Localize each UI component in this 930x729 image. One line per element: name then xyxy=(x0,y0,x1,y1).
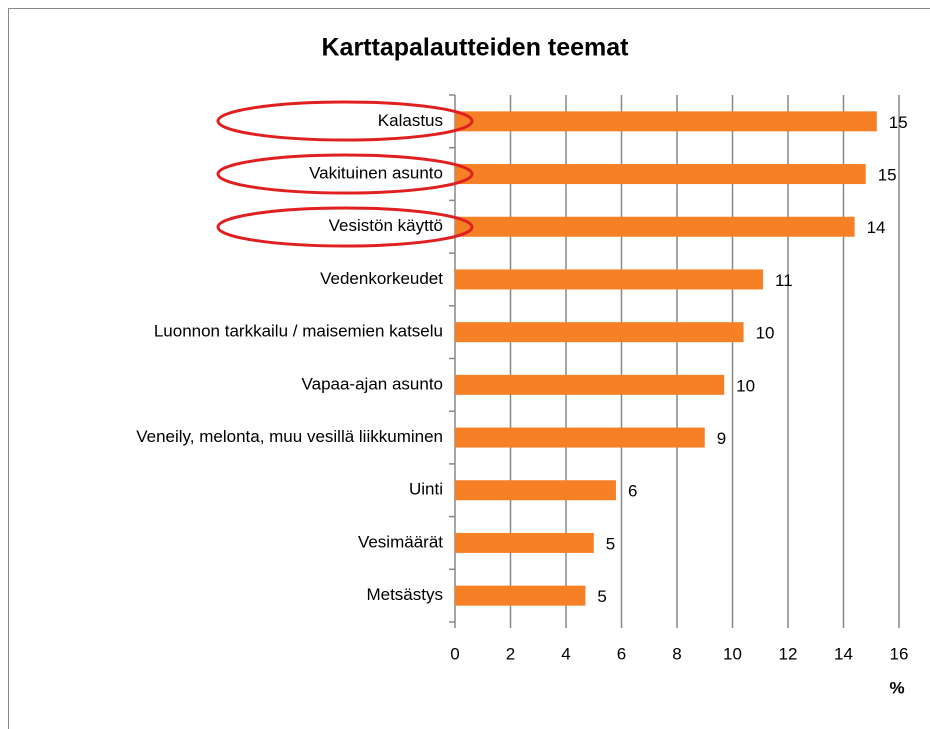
chart-title: Karttapalautteiden teemat xyxy=(321,34,629,62)
x-tick-label: 8 xyxy=(672,644,681,663)
bar xyxy=(455,427,705,448)
bar xyxy=(455,532,594,553)
y-tick-label: Vedenkorkeudet xyxy=(320,269,443,288)
y-tick-label: Metsästys xyxy=(366,585,443,604)
bar xyxy=(455,322,744,343)
bar xyxy=(455,164,866,185)
bar xyxy=(455,480,616,501)
value-label: 9 xyxy=(717,429,726,448)
x-axis-label: % xyxy=(889,678,904,697)
value-label: 15 xyxy=(878,166,897,185)
x-tick-label: 16 xyxy=(890,644,909,663)
value-label: 11 xyxy=(775,271,793,290)
value-label: 6 xyxy=(628,482,637,501)
y-tick-label: Veneily, melonta, muu vesillä liikkumine… xyxy=(136,427,443,446)
x-tick-label: 0 xyxy=(450,644,459,663)
x-tick-label: 4 xyxy=(561,644,570,663)
x-tick-label: 10 xyxy=(723,644,742,663)
y-tick-label: Kalastus xyxy=(378,111,443,130)
value-label: 15 xyxy=(889,113,908,132)
highlight-ellipse xyxy=(216,206,474,248)
value-label: 14 xyxy=(867,218,886,237)
y-tick-label: Vesimäärät xyxy=(358,532,443,551)
value-label: 10 xyxy=(736,376,755,395)
y-tick-label: Vapaa-ajan asunto xyxy=(302,374,443,393)
plot: 0 2 4 6 8 10 12 14 16 Kalastus 15 Vakituinen asunto… xyxy=(136,94,909,663)
bar xyxy=(455,374,725,395)
y-tick-label: Luonnon tarkkailu / maisemien katselu xyxy=(154,322,443,341)
bar xyxy=(455,111,877,132)
x-tick-label: 2 xyxy=(506,644,515,663)
x-tick-label: 6 xyxy=(617,644,626,663)
bar xyxy=(455,216,855,237)
value-label: 10 xyxy=(756,324,775,343)
x-tick-label: 12 xyxy=(779,644,798,663)
value-label: 5 xyxy=(606,534,615,553)
bar xyxy=(455,269,764,290)
bar xyxy=(455,585,586,606)
value-label: 5 xyxy=(597,587,606,606)
y-tick-label: Vesistön käyttö xyxy=(329,216,443,235)
y-tick-label: Uinti xyxy=(409,480,443,499)
highlight-ellipse xyxy=(216,153,474,195)
highlight-ellipse xyxy=(216,100,474,142)
y-tick-label: Vakituinen asunto xyxy=(309,164,443,183)
x-tick-label: 14 xyxy=(834,644,853,663)
